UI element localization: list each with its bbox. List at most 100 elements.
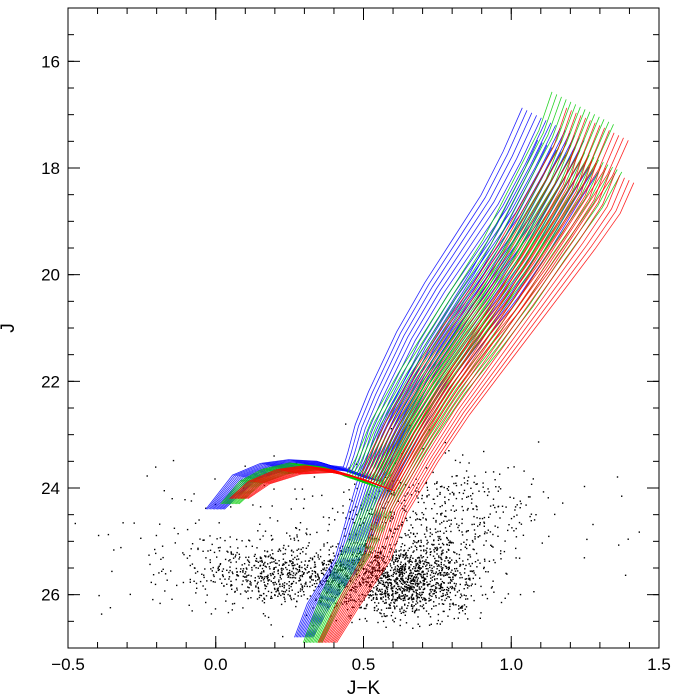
star-point [465, 583, 468, 585]
star-point [334, 596, 336, 599]
star-point [266, 550, 269, 553]
star-point [422, 584, 424, 586]
star-point [448, 576, 450, 578]
star-point [436, 587, 438, 589]
star-point [441, 569, 443, 572]
star-point [293, 576, 295, 579]
star-point [469, 554, 471, 556]
star-point [495, 486, 497, 488]
star-point [317, 556, 319, 558]
star-point [313, 476, 316, 478]
star-point [385, 522, 387, 524]
star-point [355, 555, 358, 558]
star-point [274, 588, 276, 591]
star-point [302, 591, 305, 593]
star-point [488, 491, 490, 493]
star-point [412, 533, 415, 535]
star-point [468, 563, 470, 565]
star-point [278, 592, 280, 594]
star-point [287, 576, 289, 578]
star-point [263, 581, 265, 583]
star-point [295, 572, 298, 574]
x-axis-ticks: −0.5 0.0 0.5 1.0 1.5 [51, 8, 671, 674]
star-point [270, 557, 272, 559]
star-point [196, 570, 199, 573]
star-point [263, 570, 265, 572]
star-point [406, 554, 408, 557]
star-point [519, 500, 521, 502]
star-point [314, 571, 317, 573]
star-point [247, 586, 249, 588]
star-point [440, 558, 442, 560]
star-point [374, 601, 376, 604]
star-point [373, 538, 376, 540]
star-point [342, 569, 344, 571]
star-point [446, 556, 448, 559]
star-point [481, 594, 484, 596]
star-point [202, 585, 204, 587]
isochrone-line [326, 165, 602, 643]
star-point [428, 429, 430, 431]
star-point [395, 582, 397, 585]
star-point [427, 570, 430, 572]
star-point [434, 547, 436, 549]
star-point [440, 578, 442, 580]
star-point [191, 543, 194, 545]
star-point [473, 548, 475, 551]
star-point [426, 543, 428, 545]
star-point [400, 553, 402, 555]
star-point [532, 478, 534, 480]
star-point [452, 602, 454, 604]
star-point [404, 568, 407, 570]
star-point [433, 590, 435, 593]
star-point [441, 542, 444, 545]
star-point [400, 595, 402, 597]
star-point [445, 557, 447, 559]
star-point [242, 580, 244, 582]
star-point [282, 573, 284, 575]
star-point [291, 589, 293, 591]
star-point [410, 572, 412, 574]
star-point [384, 589, 386, 592]
star-point [190, 548, 192, 550]
star-point [333, 555, 336, 557]
star-point [468, 462, 470, 464]
star-point [284, 598, 286, 600]
star-point [371, 508, 373, 510]
star-point [210, 568, 212, 570]
star-point [292, 551, 295, 553]
star-point [109, 607, 112, 609]
star-point [446, 551, 448, 553]
star-point [422, 604, 425, 606]
star-point [432, 517, 435, 519]
star-point [277, 570, 279, 572]
star-point [427, 583, 430, 585]
star-point [282, 553, 284, 555]
star-point [419, 519, 422, 521]
star-point [415, 582, 417, 584]
star-point [425, 467, 428, 469]
star-point [120, 546, 122, 549]
star-point [303, 572, 305, 575]
star-point [269, 568, 271, 570]
star-point [431, 585, 433, 587]
star-point [398, 597, 400, 599]
star-point [226, 550, 228, 552]
star-point [282, 568, 284, 570]
star-point [404, 562, 407, 565]
star-point [308, 571, 310, 573]
star-point [399, 619, 402, 621]
star-point [488, 516, 490, 518]
star-point [455, 509, 457, 511]
star-point [250, 584, 252, 586]
star-point [399, 567, 402, 569]
star-point [448, 587, 450, 590]
star-point [287, 572, 289, 575]
star-point [261, 577, 263, 579]
star-point [273, 577, 275, 579]
star-point [321, 584, 323, 586]
star-point [454, 594, 457, 597]
star-point [418, 556, 420, 559]
star-point [426, 489, 429, 491]
star-point [304, 567, 306, 570]
